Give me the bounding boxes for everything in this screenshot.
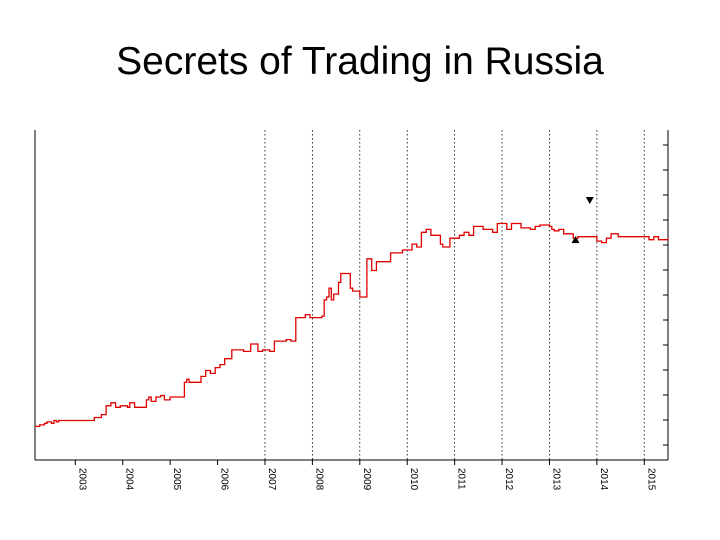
gridlines xyxy=(264,130,645,460)
marker-triangle-up xyxy=(571,236,580,244)
x-tick-label-2013: 2013 xyxy=(550,468,561,491)
x-tick-label-2010: 2010 xyxy=(408,468,419,491)
x-tick-labels: 2003 2004 2005 2006 2007 2008 2009 2010 2011 2012… xyxy=(76,468,656,491)
x-tick-label-2012: 2012 xyxy=(503,468,514,491)
marker-triangle-down xyxy=(585,196,594,204)
x-tick-label-2006: 2006 xyxy=(219,468,230,491)
slide-title: Secrets of Trading in Russia xyxy=(116,40,604,83)
series-layer xyxy=(35,222,669,428)
x-tick-label-2011: 2011 xyxy=(456,468,467,490)
x-tick-label-2004: 2004 xyxy=(124,468,135,491)
axes xyxy=(34,130,669,465)
x-tick-label-2015: 2015 xyxy=(645,468,656,491)
x-tick-label-2014: 2014 xyxy=(598,468,609,491)
series-line-0 xyxy=(35,222,669,428)
x-tick-label-2008: 2008 xyxy=(313,468,324,491)
x-tick-label-2003: 2003 xyxy=(76,468,87,491)
marker-layer xyxy=(571,196,594,244)
x-tick-label-2005: 2005 xyxy=(171,468,182,491)
x-tick-label-2007: 2007 xyxy=(266,468,277,491)
x-tick-label-2009: 2009 xyxy=(361,468,372,491)
